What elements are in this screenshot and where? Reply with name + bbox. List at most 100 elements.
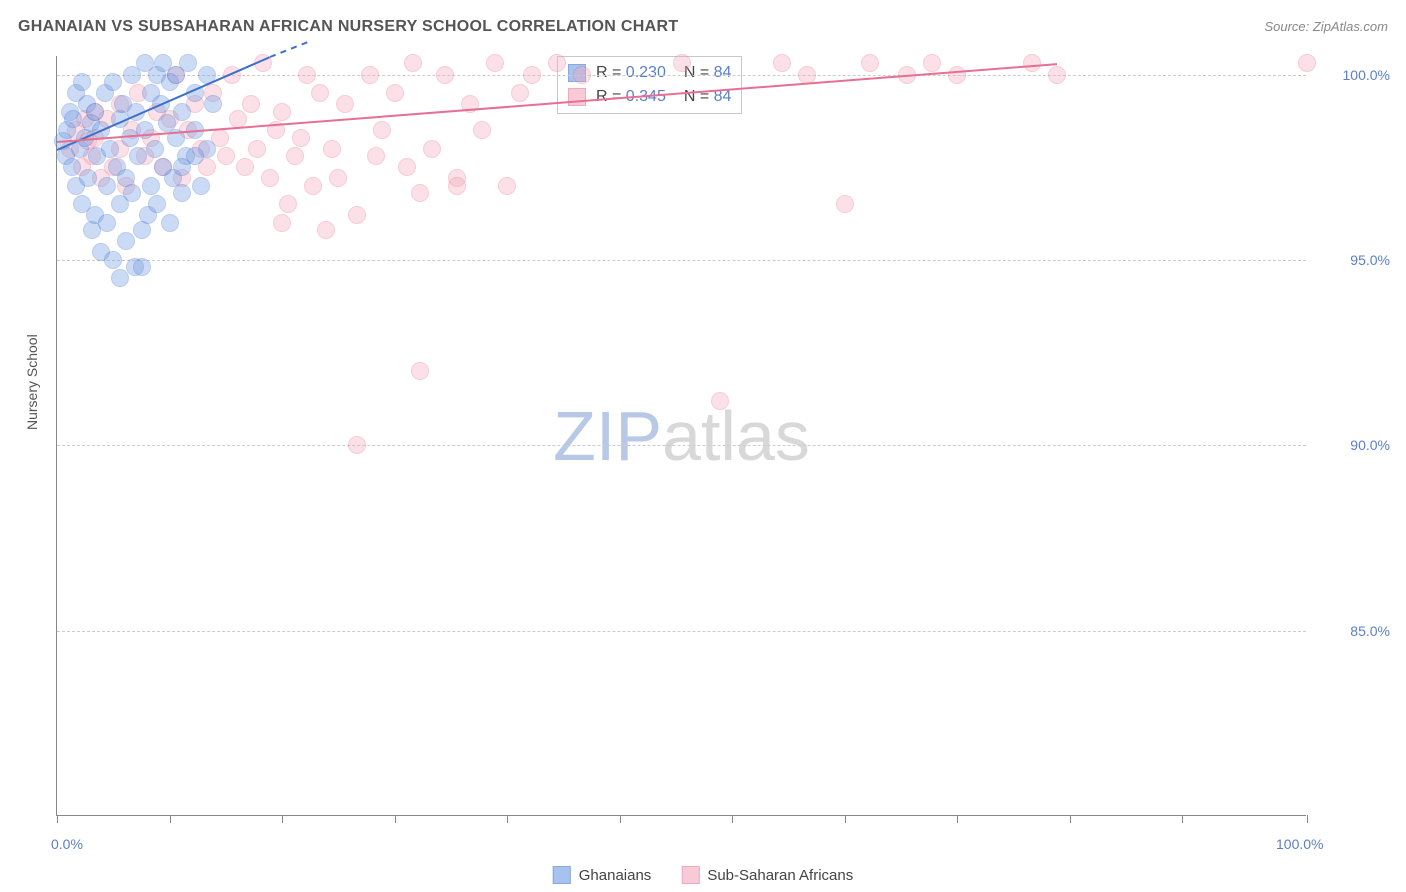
data-point xyxy=(386,84,404,102)
data-point xyxy=(367,147,385,165)
data-point xyxy=(64,110,82,128)
data-point xyxy=(473,121,491,139)
data-point xyxy=(111,269,129,287)
x-tick xyxy=(620,815,621,823)
data-point xyxy=(104,251,122,269)
gridline xyxy=(57,260,1306,261)
legend-label: Sub-Saharan Africans xyxy=(707,867,853,884)
chart-source: Source: ZipAtlas.com xyxy=(1264,19,1388,34)
y-tick-label: 90.0% xyxy=(1350,437,1390,453)
data-point xyxy=(179,54,197,72)
gridline xyxy=(57,75,1306,76)
data-point xyxy=(329,169,347,187)
data-point xyxy=(404,54,422,72)
data-point xyxy=(323,140,341,158)
x-tick xyxy=(170,815,171,823)
data-point xyxy=(217,147,235,165)
data-point xyxy=(948,66,966,84)
data-point xyxy=(204,95,222,113)
data-point xyxy=(573,66,591,84)
legend: Ghanaians Sub-Saharan Africans xyxy=(553,866,853,884)
data-point xyxy=(273,214,291,232)
legend-stats-row: R = 0.230N = 84 xyxy=(568,61,731,85)
data-point xyxy=(773,54,791,72)
data-point xyxy=(1023,54,1041,72)
y-axis-label: Nursery School xyxy=(24,334,40,430)
data-point xyxy=(1048,66,1066,84)
legend-swatch xyxy=(553,866,571,884)
x-tick xyxy=(732,815,733,823)
data-point xyxy=(317,221,335,239)
data-point xyxy=(523,66,541,84)
data-point xyxy=(436,66,454,84)
y-tick-label: 95.0% xyxy=(1350,252,1390,268)
legend-stats-box: R = 0.230N = 84R = 0.345N = 84 xyxy=(557,56,742,114)
data-point xyxy=(73,73,91,91)
data-point xyxy=(146,140,164,158)
watermark: ZIPatlas xyxy=(553,396,810,476)
legend-item: Ghanaians xyxy=(553,866,652,884)
x-tick xyxy=(507,815,508,823)
data-point xyxy=(298,66,316,84)
gridline xyxy=(57,631,1306,632)
data-point xyxy=(861,54,879,72)
plot-area: ZIPatlas R = 0.230N = 84R = 0.345N = 84 … xyxy=(56,56,1306,816)
data-point xyxy=(448,177,466,195)
data-point xyxy=(161,214,179,232)
data-point xyxy=(373,121,391,139)
data-point xyxy=(229,110,247,128)
data-point xyxy=(98,177,116,195)
data-point xyxy=(498,177,516,195)
y-tick-label: 100.0% xyxy=(1343,67,1390,83)
x-tick xyxy=(282,815,283,823)
data-point xyxy=(311,84,329,102)
data-point xyxy=(511,84,529,102)
x-tick-label: 0.0% xyxy=(51,836,83,852)
data-point xyxy=(398,158,416,176)
trend-line xyxy=(269,41,307,58)
legend-label: Ghanaians xyxy=(579,867,652,884)
data-point xyxy=(548,54,566,72)
data-point xyxy=(336,95,354,113)
legend-stats-row: R = 0.345N = 84 xyxy=(568,85,731,109)
data-point xyxy=(242,95,260,113)
data-point xyxy=(673,54,691,72)
data-point xyxy=(98,214,116,232)
data-point xyxy=(292,129,310,147)
x-tick xyxy=(1070,815,1071,823)
data-point xyxy=(836,195,854,213)
data-point xyxy=(798,66,816,84)
data-point xyxy=(348,436,366,454)
data-point xyxy=(261,169,279,187)
data-point xyxy=(236,158,254,176)
data-point xyxy=(279,195,297,213)
x-tick xyxy=(957,815,958,823)
legend-swatch xyxy=(681,866,699,884)
plot-container: ZIPatlas R = 0.230N = 84R = 0.345N = 84 … xyxy=(56,48,1306,818)
data-point xyxy=(923,54,941,72)
x-tick xyxy=(845,815,846,823)
legend-item: Sub-Saharan Africans xyxy=(681,866,853,884)
data-point xyxy=(248,140,266,158)
data-point xyxy=(348,206,366,224)
data-point xyxy=(423,140,441,158)
data-point xyxy=(133,258,151,276)
data-point xyxy=(173,184,191,202)
x-tick xyxy=(1307,815,1308,823)
data-point xyxy=(486,54,504,72)
y-tick-label: 85.0% xyxy=(1350,623,1390,639)
data-point xyxy=(711,392,729,410)
chart-title: GHANAIAN VS SUBSAHARAN AFRICAN NURSERY S… xyxy=(18,18,678,36)
data-point xyxy=(411,184,429,202)
data-point xyxy=(142,177,160,195)
data-point xyxy=(104,73,122,91)
data-point xyxy=(79,169,97,187)
data-point xyxy=(129,147,147,165)
data-point xyxy=(148,195,166,213)
data-point xyxy=(101,140,119,158)
data-point xyxy=(273,103,291,121)
x-tick xyxy=(1182,815,1183,823)
data-point xyxy=(173,103,191,121)
data-point xyxy=(186,147,204,165)
gridline xyxy=(57,445,1306,446)
